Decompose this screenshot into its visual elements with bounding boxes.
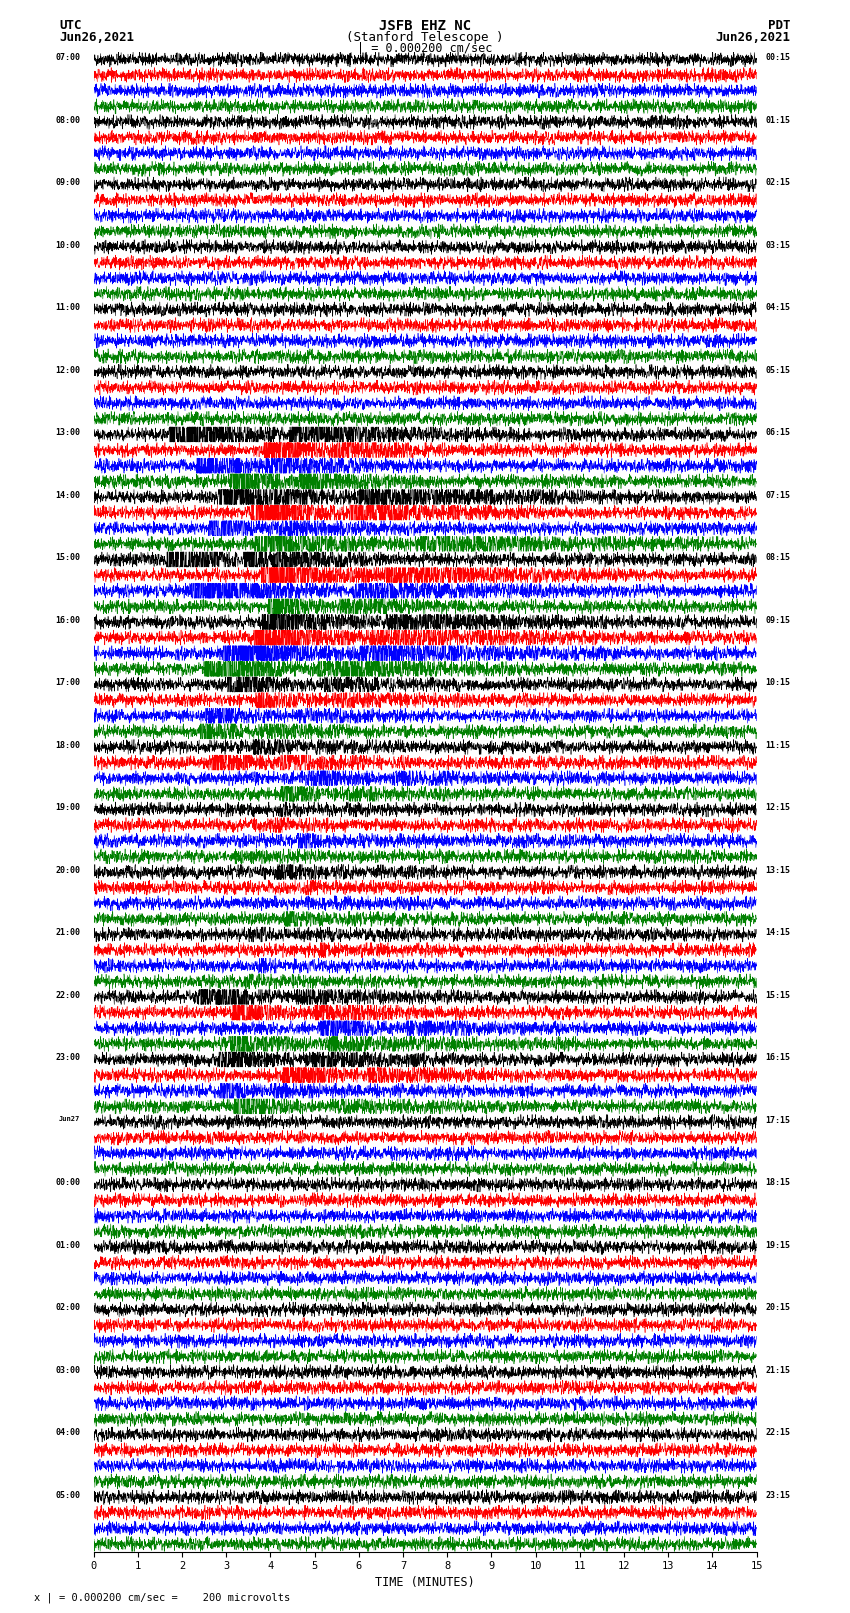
Text: 01:00: 01:00 (55, 1240, 80, 1250)
Text: 19:00: 19:00 (55, 803, 80, 813)
Text: 11:00: 11:00 (55, 303, 80, 313)
Text: Jun27: Jun27 (59, 1116, 80, 1121)
Text: (Stanford Telescope ): (Stanford Telescope ) (346, 31, 504, 44)
Text: 15:15: 15:15 (765, 990, 790, 1000)
Text: 05:15: 05:15 (765, 366, 790, 374)
Text: 15:00: 15:00 (55, 553, 80, 563)
Text: 14:15: 14:15 (765, 927, 790, 937)
Text: 16:15: 16:15 (765, 1053, 790, 1063)
Text: 01:15: 01:15 (765, 116, 790, 124)
Text: 09:00: 09:00 (55, 177, 80, 187)
Text: 00:15: 00:15 (765, 53, 790, 63)
Text: 13:00: 13:00 (55, 427, 80, 437)
Text: 17:00: 17:00 (55, 677, 80, 687)
Text: 05:00: 05:00 (55, 1490, 80, 1500)
Text: 18:15: 18:15 (765, 1177, 790, 1187)
Text: 02:00: 02:00 (55, 1303, 80, 1313)
Text: 06:15: 06:15 (765, 427, 790, 437)
Text: PDT: PDT (768, 19, 790, 32)
Text: 07:00: 07:00 (55, 53, 80, 63)
Text: 07:15: 07:15 (765, 490, 790, 500)
Text: 19:15: 19:15 (765, 1240, 790, 1250)
X-axis label: TIME (MINUTES): TIME (MINUTES) (375, 1576, 475, 1589)
Text: UTC: UTC (60, 19, 82, 32)
Text: 22:15: 22:15 (765, 1428, 790, 1437)
Text: 21:15: 21:15 (765, 1366, 790, 1374)
Text: 21:00: 21:00 (55, 927, 80, 937)
Text: 08:15: 08:15 (765, 553, 790, 563)
Text: 20:15: 20:15 (765, 1303, 790, 1313)
Text: 16:00: 16:00 (55, 616, 80, 624)
Text: 03:15: 03:15 (765, 240, 790, 250)
Text: 00:00: 00:00 (55, 1177, 80, 1187)
Text: Jun26,2021: Jun26,2021 (716, 31, 790, 44)
Text: 22:00: 22:00 (55, 990, 80, 1000)
Text: 23:15: 23:15 (765, 1490, 790, 1500)
Text: 08:00: 08:00 (55, 116, 80, 124)
Text: 17:15: 17:15 (765, 1116, 790, 1124)
Text: 02:15: 02:15 (765, 177, 790, 187)
Text: 23:00: 23:00 (55, 1053, 80, 1063)
Text: 04:15: 04:15 (765, 303, 790, 313)
Text: 09:15: 09:15 (765, 616, 790, 624)
Text: 03:00: 03:00 (55, 1366, 80, 1374)
Text: 20:00: 20:00 (55, 866, 80, 874)
Text: | = 0.000200 cm/sec: | = 0.000200 cm/sec (357, 42, 493, 55)
Text: 10:00: 10:00 (55, 240, 80, 250)
Text: JSFB EHZ NC: JSFB EHZ NC (379, 19, 471, 34)
Text: 12:00: 12:00 (55, 366, 80, 374)
Text: 14:00: 14:00 (55, 490, 80, 500)
Text: 18:00: 18:00 (55, 740, 80, 750)
Text: x | = 0.000200 cm/sec =    200 microvolts: x | = 0.000200 cm/sec = 200 microvolts (34, 1592, 290, 1603)
Text: 10:15: 10:15 (765, 677, 790, 687)
Text: 04:00: 04:00 (55, 1428, 80, 1437)
Text: 13:15: 13:15 (765, 866, 790, 874)
Text: 12:15: 12:15 (765, 803, 790, 813)
Text: 11:15: 11:15 (765, 740, 790, 750)
Text: Jun26,2021: Jun26,2021 (60, 31, 134, 44)
